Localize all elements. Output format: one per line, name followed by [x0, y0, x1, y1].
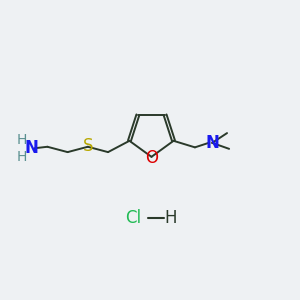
Text: Cl: Cl: [125, 209, 141, 227]
Text: S: S: [82, 137, 93, 155]
Text: H: H: [16, 150, 27, 164]
Text: O: O: [146, 149, 159, 167]
Text: H: H: [16, 133, 27, 147]
Text: H: H: [165, 209, 177, 227]
Text: N: N: [205, 134, 219, 152]
Text: N: N: [24, 139, 38, 157]
